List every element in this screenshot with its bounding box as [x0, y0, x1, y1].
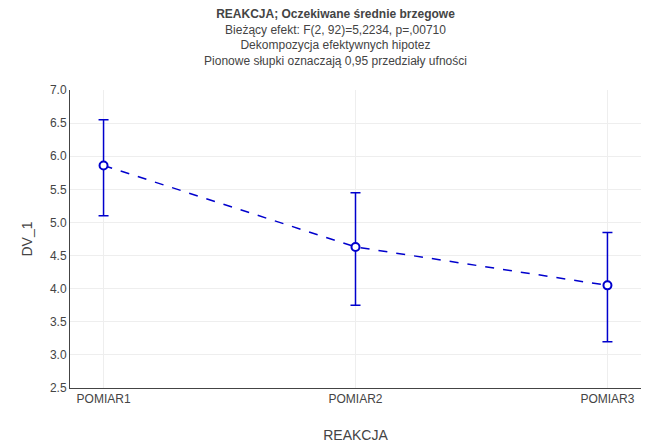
svg-text:2.5: 2.5	[50, 381, 67, 395]
svg-text:DV_1: DV_1	[19, 221, 35, 256]
svg-text:7.0: 7.0	[50, 83, 67, 97]
svg-text:4.0: 4.0	[50, 282, 67, 296]
svg-text:POMIAR1: POMIAR1	[77, 392, 131, 406]
svg-text:6.5: 6.5	[50, 116, 67, 130]
svg-text:6.0: 6.0	[50, 149, 67, 163]
svg-text:4.5: 4.5	[50, 249, 67, 263]
svg-text:5.5: 5.5	[50, 183, 67, 197]
svg-text:5.0: 5.0	[50, 216, 67, 230]
svg-text:POMIAR2: POMIAR2	[328, 392, 382, 406]
svg-text:POMIAR3: POMIAR3	[580, 392, 634, 406]
svg-text:3.0: 3.0	[50, 348, 67, 362]
svg-text:3.5: 3.5	[50, 315, 67, 329]
svg-text:REAKCJA; Oczekiwane średnie br: REAKCJA; Oczekiwane średnie brzegoweBież…	[204, 7, 467, 68]
svg-text:REAKCJA: REAKCJA	[323, 427, 388, 443]
